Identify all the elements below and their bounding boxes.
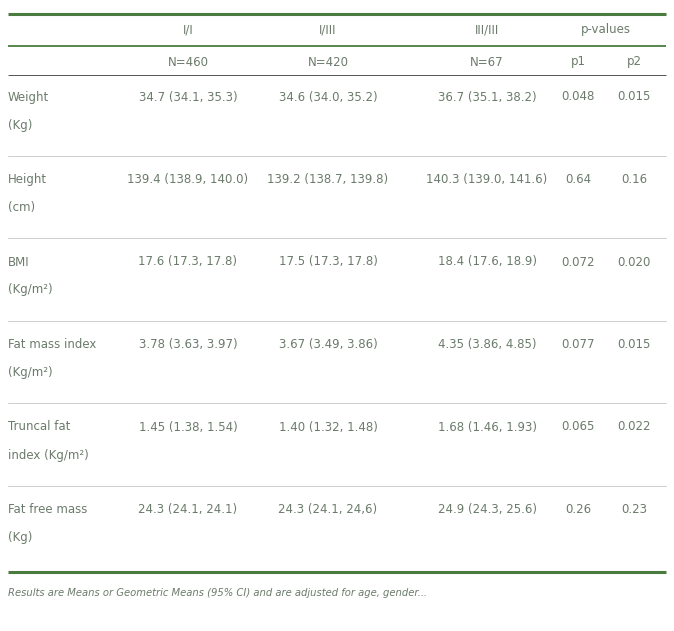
Text: 0.64: 0.64 [565, 173, 591, 186]
Text: Truncal fat: Truncal fat [8, 420, 70, 433]
Text: 36.7 (35.1, 38.2): 36.7 (35.1, 38.2) [437, 90, 537, 103]
Text: (Kg/m²): (Kg/m²) [8, 283, 53, 297]
Text: Fat free mass: Fat free mass [8, 503, 88, 516]
Text: 34.7 (34.1, 35.3): 34.7 (34.1, 35.3) [139, 90, 237, 103]
Text: 139.4 (138.9, 140.0): 139.4 (138.9, 140.0) [127, 173, 249, 186]
Text: 0.015: 0.015 [617, 338, 650, 351]
Text: 0.26: 0.26 [565, 503, 591, 516]
Text: N=420: N=420 [307, 56, 348, 69]
Text: 17.5 (17.3, 17.8): 17.5 (17.3, 17.8) [278, 256, 377, 269]
Text: 17.6 (17.3, 17.8): 17.6 (17.3, 17.8) [138, 256, 237, 269]
Text: N=460: N=460 [168, 56, 208, 69]
Text: Weight: Weight [8, 90, 49, 103]
Text: 34.6 (34.0, 35.2): 34.6 (34.0, 35.2) [278, 90, 377, 103]
Text: (cm): (cm) [8, 201, 35, 214]
Text: N=67: N=67 [470, 56, 503, 69]
Text: Height: Height [8, 173, 47, 186]
Text: index (Kg/m²): index (Kg/m²) [8, 449, 89, 461]
Text: 0.020: 0.020 [617, 256, 650, 269]
Text: 24.9 (24.3, 25.6): 24.9 (24.3, 25.6) [437, 503, 537, 516]
Text: 1.45 (1.38, 1.54): 1.45 (1.38, 1.54) [139, 420, 237, 433]
Text: 0.048: 0.048 [561, 90, 594, 103]
Text: 18.4 (17.6, 18.9): 18.4 (17.6, 18.9) [437, 256, 537, 269]
Text: 24.3 (24.1, 24.1): 24.3 (24.1, 24.1) [138, 503, 237, 516]
Text: III/III: III/III [475, 23, 499, 37]
Text: Results are Means or Geometric Means (95% CI) and are adjusted for age, gender..: Results are Means or Geometric Means (95… [8, 588, 427, 598]
Text: 0.077: 0.077 [561, 338, 594, 351]
Text: 1.68 (1.46, 1.93): 1.68 (1.46, 1.93) [437, 420, 537, 433]
Text: 24.3 (24.1, 24,6): 24.3 (24.1, 24,6) [278, 503, 377, 516]
Text: (Kg/m²): (Kg/m²) [8, 366, 53, 379]
Text: 140.3 (139.0, 141.6): 140.3 (139.0, 141.6) [427, 173, 547, 186]
Text: 4.35 (3.86, 4.85): 4.35 (3.86, 4.85) [437, 338, 537, 351]
Text: 0.23: 0.23 [621, 503, 647, 516]
Text: Fat mass index: Fat mass index [8, 338, 96, 351]
Text: p2: p2 [627, 56, 642, 69]
Text: I/III: I/III [319, 23, 337, 37]
Text: 3.67 (3.49, 3.86): 3.67 (3.49, 3.86) [278, 338, 377, 351]
Text: p-values: p-values [581, 23, 631, 37]
Text: 139.2 (138.7, 139.8): 139.2 (138.7, 139.8) [268, 173, 389, 186]
Text: 0.022: 0.022 [617, 420, 651, 433]
Text: BMI: BMI [8, 256, 30, 269]
Text: 1.40 (1.32, 1.48): 1.40 (1.32, 1.48) [278, 420, 377, 433]
Text: 0.16: 0.16 [621, 173, 647, 186]
Text: p1: p1 [570, 56, 586, 69]
Text: (Kg): (Kg) [8, 531, 32, 544]
Text: 0.065: 0.065 [561, 420, 594, 433]
Text: 3.78 (3.63, 3.97): 3.78 (3.63, 3.97) [139, 338, 237, 351]
Text: I/I: I/I [183, 23, 193, 37]
Text: (Kg): (Kg) [8, 119, 32, 131]
Text: 0.072: 0.072 [561, 256, 594, 269]
Text: 0.015: 0.015 [617, 90, 650, 103]
